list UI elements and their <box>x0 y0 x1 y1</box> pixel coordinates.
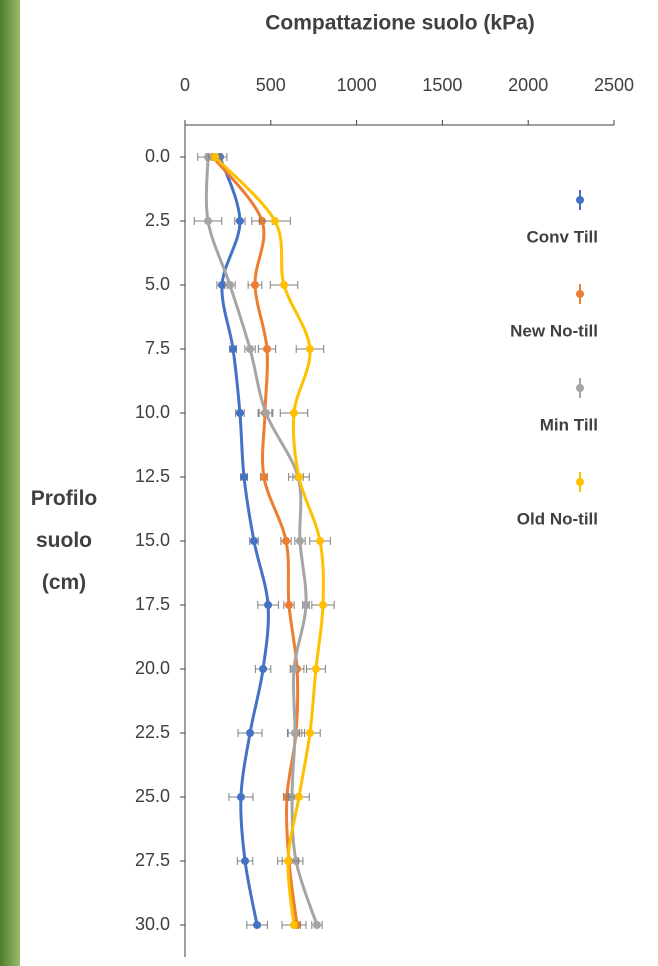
data-point <box>263 345 272 353</box>
data-point <box>280 281 289 289</box>
legend-marker <box>576 384 584 392</box>
data-point <box>264 601 273 609</box>
data-point <box>261 409 270 417</box>
data-point <box>211 153 220 161</box>
data-point <box>240 473 249 481</box>
legend-label: Old No-till <box>517 509 598 528</box>
data-point <box>289 921 298 929</box>
data-point <box>305 345 314 353</box>
x-tick-label: 500 <box>256 75 286 95</box>
y-tick-label: 15.0 <box>135 530 170 550</box>
data-point <box>282 537 291 545</box>
data-point <box>295 537 304 545</box>
legend-label: New No-till <box>510 321 598 340</box>
data-point <box>294 473 303 481</box>
data-point <box>246 345 255 353</box>
data-point <box>305 729 314 737</box>
y-tick-label: 25.0 <box>135 786 170 806</box>
y-tick-label: 30.0 <box>135 914 170 934</box>
series-line <box>218 156 270 926</box>
data-point <box>203 217 212 225</box>
x-tick-label: 0 <box>180 75 190 95</box>
data-point <box>289 409 298 417</box>
data-point <box>318 601 327 609</box>
data-point <box>270 217 279 225</box>
data-point <box>290 729 299 737</box>
data-point <box>241 857 250 865</box>
y-tick-label: 5.0 <box>145 274 170 294</box>
x-tick-label: 2000 <box>508 75 548 95</box>
data-point <box>251 281 260 289</box>
y-tick-label: 27.5 <box>135 850 170 870</box>
data-point <box>289 665 298 673</box>
y-tick-label: 10.0 <box>135 402 170 422</box>
y-tick-label: 17.5 <box>135 594 170 614</box>
data-point <box>249 537 258 545</box>
data-point <box>316 537 325 545</box>
y-tick-label: 7.5 <box>145 338 170 358</box>
data-point <box>259 473 268 481</box>
data-point <box>235 409 244 417</box>
data-point <box>229 345 238 353</box>
y-tick-label: 12.5 <box>135 466 170 486</box>
y-tick-label: 2.5 <box>145 210 170 230</box>
data-point <box>312 921 321 929</box>
data-point <box>253 921 262 929</box>
data-point <box>259 665 268 673</box>
legend-marker <box>576 196 584 204</box>
data-point <box>311 665 320 673</box>
data-point <box>294 793 303 801</box>
chart-title: Compattazione suolo (kPa) <box>265 12 535 35</box>
data-point <box>283 857 292 865</box>
data-point <box>284 601 293 609</box>
x-tick-label: 1000 <box>337 75 377 95</box>
data-point <box>246 729 255 737</box>
legend-label: Conv Till <box>527 227 598 246</box>
y-tick-label: 22.5 <box>135 722 170 742</box>
y-tick-label: 0.0 <box>145 146 170 166</box>
y-axis-title: Profilo suolo (cm) <box>30 487 98 594</box>
background-strip <box>0 0 20 966</box>
data-point <box>236 793 245 801</box>
legend-label: Min Till <box>540 415 598 434</box>
x-tick-label: 1500 <box>422 75 462 95</box>
data-point <box>301 601 310 609</box>
data-point <box>218 281 227 289</box>
y-tick-label: 20.0 <box>135 658 170 678</box>
series-line <box>213 155 325 926</box>
legend-marker <box>576 290 584 298</box>
data-point <box>235 217 244 225</box>
x-tick-label: 2500 <box>594 75 634 95</box>
data-point <box>225 281 234 289</box>
legend-marker <box>576 478 584 486</box>
